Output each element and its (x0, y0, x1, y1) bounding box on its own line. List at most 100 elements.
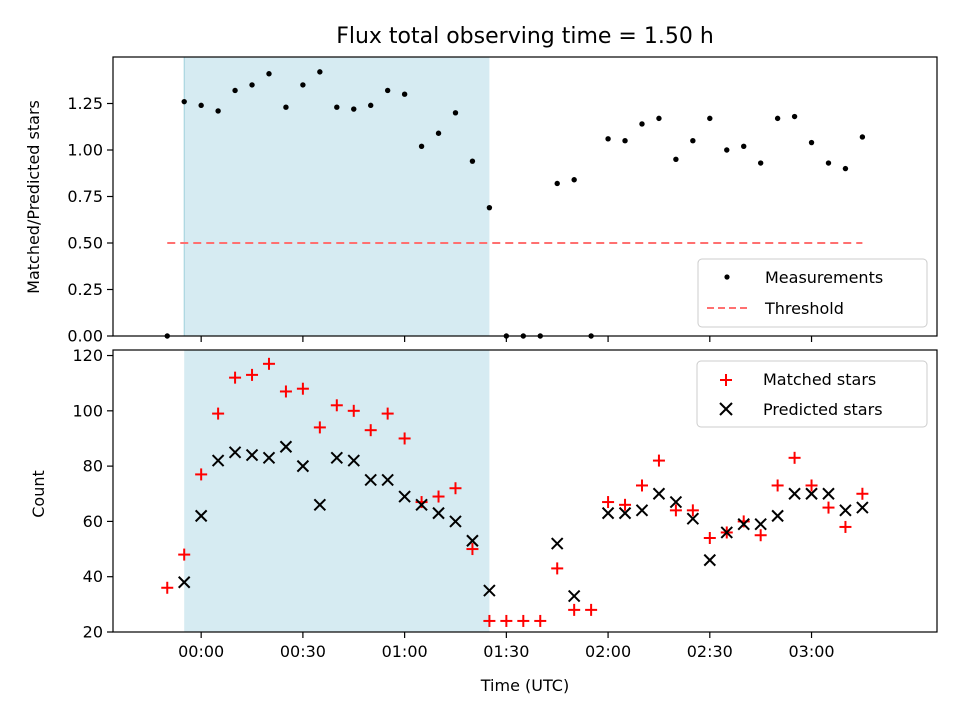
predicted-star-point (347, 454, 360, 467)
measurement-point (435, 130, 442, 136)
matched-star-point (178, 548, 191, 561)
matched-star-point (619, 498, 632, 511)
bottom-x-tick-label: 02:30 (687, 642, 733, 661)
matched-star-point (585, 603, 598, 616)
legend-measurements-label: Measurements (765, 268, 883, 287)
matched-star-point (313, 421, 326, 434)
matched-star-point (347, 404, 360, 417)
x-axis-label: Time (UTC) (480, 676, 569, 695)
measurement-point (825, 160, 832, 166)
top-y-tick-label: 1.00 (67, 141, 103, 160)
predicted-star-point (822, 487, 835, 500)
predicted-star-point (262, 451, 276, 465)
top-panel: 0.00 0.25 0.50 0.75 1.00 1.25 Matched/Predict… (24, 56, 938, 346)
matched-star-point (330, 399, 343, 412)
measurement-point (859, 134, 866, 140)
predicted-star-point (279, 440, 293, 453)
bottom-y-tick-label: 20 (83, 623, 103, 642)
measurement-point (249, 82, 255, 88)
measurement-point (452, 110, 459, 116)
measurement-point (842, 165, 849, 172)
legend-measurements-marker (724, 274, 730, 280)
matched-star-point (500, 614, 513, 627)
top-y-tick-label: 0.75 (67, 187, 103, 206)
matched-star-point (449, 482, 462, 495)
bottom-x-tick-label: 01:00 (382, 642, 428, 661)
predicted-star-point (737, 517, 750, 531)
matched-star-point (856, 487, 869, 500)
measurement-point (808, 139, 815, 146)
top-y-tick-label: 0.25 (67, 280, 103, 299)
bottom-legend-box (696, 360, 928, 428)
bottom-y-axis-label: Count (29, 470, 48, 518)
matched-star-point (602, 496, 615, 509)
predicted-star-point (839, 504, 852, 517)
measurement-point (181, 98, 187, 105)
measurement-point (215, 108, 221, 114)
predicted-star-point (296, 459, 310, 473)
matched-star-point (754, 529, 767, 542)
matched-star-point (296, 382, 309, 395)
bottom-x-tick-label: 00:00 (178, 642, 224, 661)
matched-star-point (635, 479, 648, 492)
bottom-y-tick-label: 100 (72, 401, 103, 420)
matched-star-point (279, 385, 292, 398)
measurement-point (639, 121, 645, 127)
matched-star-point (212, 407, 225, 420)
measurement-point (469, 158, 476, 164)
measurement-point (791, 113, 798, 120)
matched-star-point (246, 368, 259, 381)
predicted-star-point (856, 501, 869, 514)
measurement-point (554, 180, 560, 187)
matched-star-point (161, 581, 174, 594)
predicted-star-point (398, 490, 411, 503)
matched-star-point (839, 520, 852, 533)
matched-star-point (262, 357, 275, 370)
legend-threshold-label: Threshold (764, 299, 844, 318)
predicted-star-point (754, 517, 767, 531)
predicted-star-point (618, 506, 632, 520)
measurement-point (232, 87, 238, 94)
matched-star-point (788, 451, 801, 464)
top-legend-box (697, 258, 928, 328)
matched-star-point (551, 562, 564, 575)
matched-star-point (669, 504, 682, 517)
predicted-star-point (771, 509, 784, 523)
measurement-point (571, 177, 577, 183)
measurement-point (486, 204, 493, 211)
matched-star-point (568, 603, 581, 616)
matched-star-point (686, 504, 699, 517)
matched-star-point (483, 614, 496, 627)
top-series (164, 57, 866, 339)
predicted-star-point (669, 495, 683, 509)
predicted-star-point (788, 487, 801, 500)
predicted-star-point (686, 512, 700, 525)
matched-star-point (381, 407, 394, 420)
matched-star-point (398, 432, 411, 445)
predicted-star-point (415, 498, 428, 512)
predicted-star-point (652, 487, 666, 500)
measurement-point (724, 147, 730, 153)
measurement-point (741, 143, 747, 149)
predicted-star-point (194, 509, 208, 523)
matched-star-point (195, 468, 208, 481)
top-y-tick-label: 1.25 (67, 94, 103, 113)
bottom-y-tick-label: 60 (83, 512, 103, 531)
measurement-point (418, 143, 425, 149)
measurement-point (690, 138, 696, 144)
legend-matched-label: Matched stars (763, 370, 876, 389)
bottom-y-ticks: 20 40 60 80 100 120 (72, 346, 113, 642)
matched-star-point (805, 479, 818, 492)
predicted-star-point (432, 506, 445, 520)
measurement-point (774, 115, 781, 122)
bottom-x-ticks: 00:00 00:30 01:00 01:30 02:00 02:30 03:00 (178, 632, 835, 661)
bottom-y-tick-label: 80 (83, 457, 103, 476)
predicted-star-point (381, 473, 394, 487)
predicted-star-point (178, 576, 191, 589)
measurement-point (401, 91, 408, 97)
measurement-point (368, 102, 374, 109)
measurement-point (656, 115, 662, 122)
measurement-point (673, 156, 679, 162)
predicted-star-point (601, 506, 615, 520)
